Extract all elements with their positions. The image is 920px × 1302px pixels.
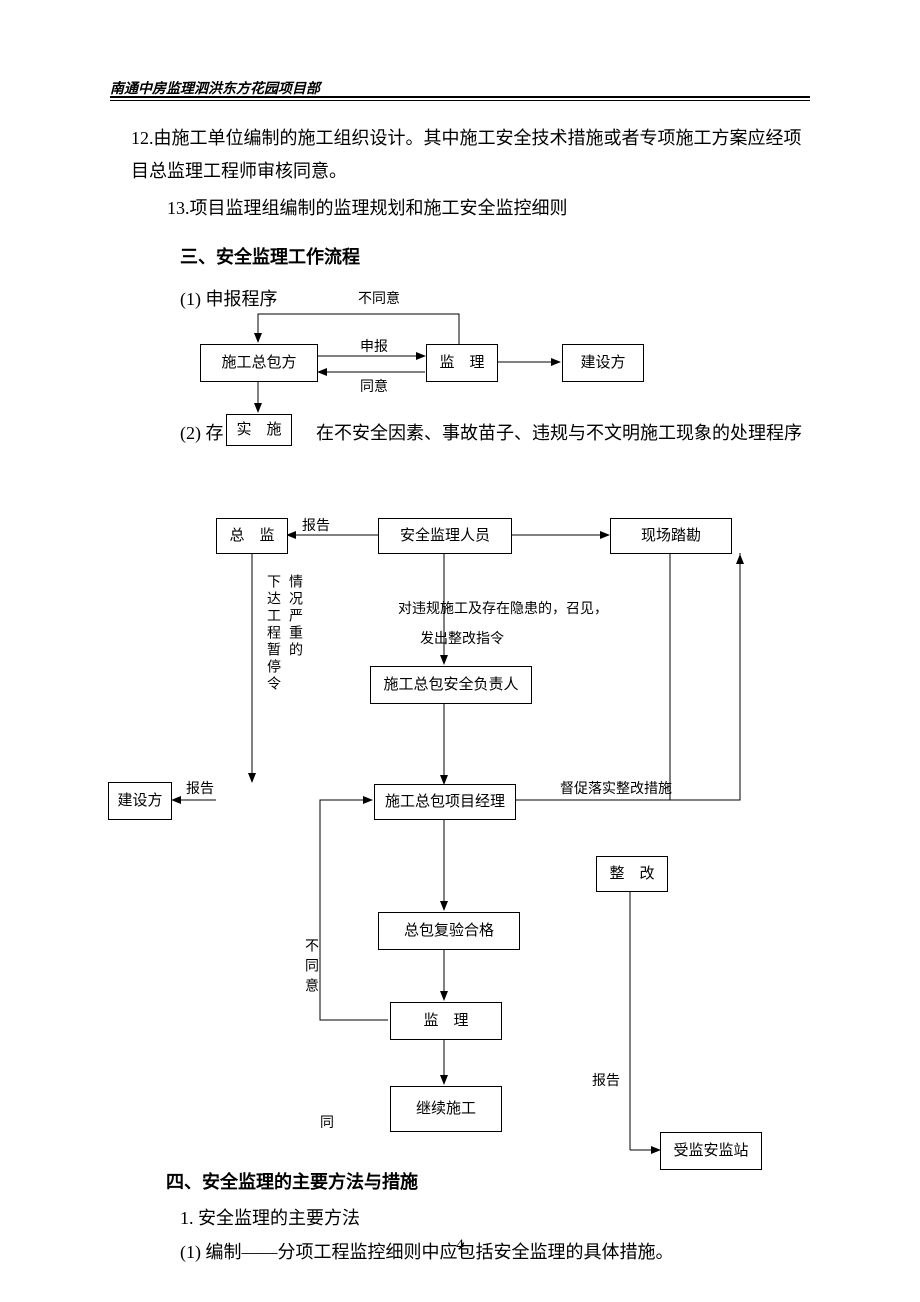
label-report-2: 报告 xyxy=(186,778,214,798)
label-report-1: 报告 xyxy=(302,515,330,535)
label-urge: 督促落实整改措施 xyxy=(560,778,672,798)
vlabel-halt: 下达工程暂停令 xyxy=(262,574,282,693)
page-number: 4 xyxy=(0,1237,920,1254)
box-safety-head: 施工总包安全负责人 xyxy=(370,666,532,704)
box-continue: 继续施工 xyxy=(390,1086,502,1132)
box-recheck: 总包复验合格 xyxy=(378,912,520,950)
box-site-survey: 现场踏勘 xyxy=(610,518,732,554)
document-page: 南通中房监理泗洪东方花园项目部 12.由施工单位编制的施工组织设计。其中施工安全… xyxy=(0,0,920,1302)
vlabel-serious: 情况严重的 xyxy=(284,574,304,659)
section-4-title: 四、安全监理的主要方法与措施 xyxy=(166,1168,418,1194)
vlabel-disagree: 不同意 xyxy=(300,938,320,998)
box-rectify: 整 改 xyxy=(596,856,668,892)
box-director: 总 监 xyxy=(216,518,288,554)
label-mid1: 对违规施工及存在隐患的，召见， xyxy=(398,598,608,618)
label-mid2: 发出整改指令 xyxy=(420,628,504,648)
label-report-3: 报告 xyxy=(592,1070,620,1090)
box-supervisor-2: 监 理 xyxy=(390,1002,502,1040)
label-agree-2: 同 xyxy=(320,1112,334,1132)
box-owner-2: 建设方 xyxy=(108,782,172,820)
sec4-item1: 1. 安全监理的主要方法 xyxy=(180,1202,360,1235)
box-station: 受监安监站 xyxy=(660,1132,762,1170)
box-safety-staff: 安全监理人员 xyxy=(378,518,512,554)
box-pm: 施工总包项目经理 xyxy=(374,784,516,820)
